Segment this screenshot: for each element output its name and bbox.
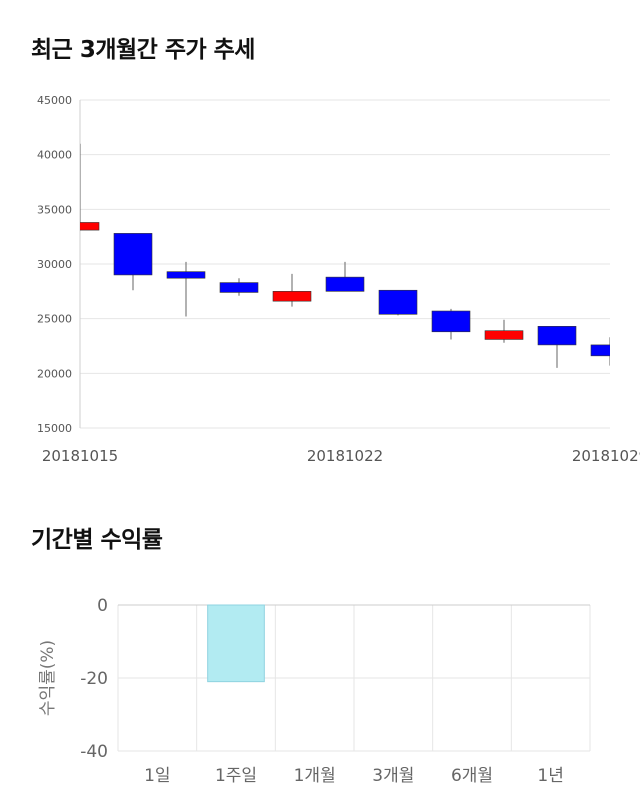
x-category-label: 1개월 bbox=[294, 766, 336, 786]
x-category-label: 1주일 bbox=[215, 766, 257, 786]
x-category-label: 6개월 bbox=[451, 766, 493, 786]
y-tick-label: 35000 bbox=[37, 203, 72, 216]
y-tick-label: -20 bbox=[80, 669, 108, 689]
x-category-label: 3개월 bbox=[372, 766, 414, 786]
candle-body bbox=[378, 289, 418, 315]
candle-body bbox=[590, 344, 610, 357]
candle-body bbox=[113, 233, 153, 276]
x-tick-label: 20181022 bbox=[307, 447, 383, 465]
candle-body bbox=[325, 276, 365, 292]
price-trend-title: 최근 3개월간 주가 추세 bbox=[31, 37, 255, 63]
candlestick-chart: 15000 20000 25000 30000 35000 40000 45000 20181… bbox=[37, 94, 640, 465]
y-tick-label: 20000 bbox=[37, 367, 72, 380]
y-tick-label: 30000 bbox=[37, 258, 72, 271]
candle-body bbox=[80, 222, 100, 231]
x-category-label: 1년 bbox=[537, 766, 563, 786]
y-axis-label: 수익률(%) bbox=[38, 640, 58, 716]
x-category-label: 1일 bbox=[144, 766, 170, 786]
return-bar bbox=[207, 604, 265, 683]
y-tick-label: 40000 bbox=[37, 149, 72, 162]
y-tick-label: 0 bbox=[97, 596, 108, 616]
y-tick-label: 45000 bbox=[37, 94, 72, 107]
x-tick-label: 20181015 bbox=[42, 447, 118, 465]
y-tick-label: 25000 bbox=[37, 313, 72, 326]
candles-group bbox=[80, 143, 610, 368]
candle-body bbox=[219, 282, 259, 293]
y-tick-label: 15000 bbox=[37, 422, 72, 435]
candle-body bbox=[272, 291, 312, 302]
candle-body bbox=[537, 326, 577, 346]
y-tick-label: -40 bbox=[80, 742, 108, 762]
candle-body bbox=[484, 330, 524, 340]
x-tick-label: 20181029 bbox=[572, 447, 640, 465]
candle-body bbox=[431, 310, 471, 333]
candle-body bbox=[166, 271, 206, 279]
returns-title: 기간별 수익률 bbox=[31, 527, 163, 553]
